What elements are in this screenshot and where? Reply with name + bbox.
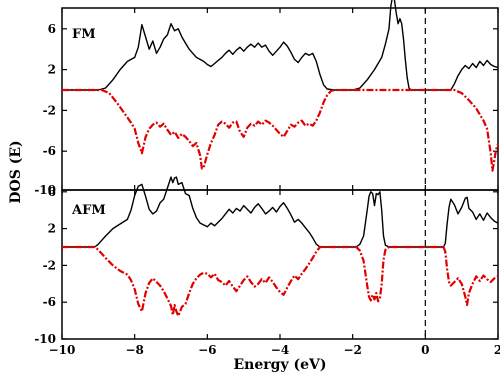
fm-panel-label: FM bbox=[72, 27, 96, 42]
x-tick-label: 0 bbox=[421, 343, 429, 357]
afm-y-ticks bbox=[62, 189, 498, 340]
fm-spin-down-line bbox=[62, 88, 500, 172]
afm-y-tick-label: -10 bbox=[34, 183, 56, 197]
afm-panel-label: AFM bbox=[71, 203, 106, 218]
y-axis-title: DOS (E) bbox=[8, 140, 24, 203]
x-tick-label: −6 bbox=[198, 343, 216, 357]
fm-y-ticks bbox=[62, 28, 498, 152]
afm-y-tick-label: -2 bbox=[43, 258, 56, 272]
fm-y-tick-label: -6 bbox=[43, 144, 56, 158]
afm-y-tick-label: 2 bbox=[48, 222, 56, 236]
x-axis-title: Energy (eV) bbox=[234, 357, 327, 373]
fm-panel-frame bbox=[61, 7, 499, 191]
afm-y-tick-label: 6 bbox=[48, 185, 56, 199]
x-tick-label: −10 bbox=[49, 343, 76, 357]
x-tick-label: −4 bbox=[271, 343, 289, 357]
x-tick-label: 2 bbox=[494, 343, 500, 357]
afm-y-tick-label: -10 bbox=[34, 332, 56, 346]
afm-series bbox=[62, 176, 499, 318]
afm-panel-frame bbox=[61, 189, 499, 340]
x-ticks bbox=[61, 8, 499, 339]
fm-y-tick-label: -2 bbox=[43, 103, 56, 117]
afm-spin-up-line bbox=[62, 176, 499, 248]
x-tick-label: −2 bbox=[343, 343, 361, 357]
x-tick-label: −8 bbox=[125, 343, 143, 357]
x-tick-labels: −10 −8 −6 −4 −2 0 2 bbox=[49, 343, 500, 357]
afm-y-tick-label: -6 bbox=[43, 295, 56, 309]
fm-series bbox=[62, 0, 500, 172]
fm-y-tick-label: 6 bbox=[48, 22, 56, 36]
afm-spin-down-line bbox=[62, 245, 499, 318]
fm-y-tick-label: 2 bbox=[48, 63, 56, 77]
fm-spin-up-line bbox=[62, 0, 499, 91]
